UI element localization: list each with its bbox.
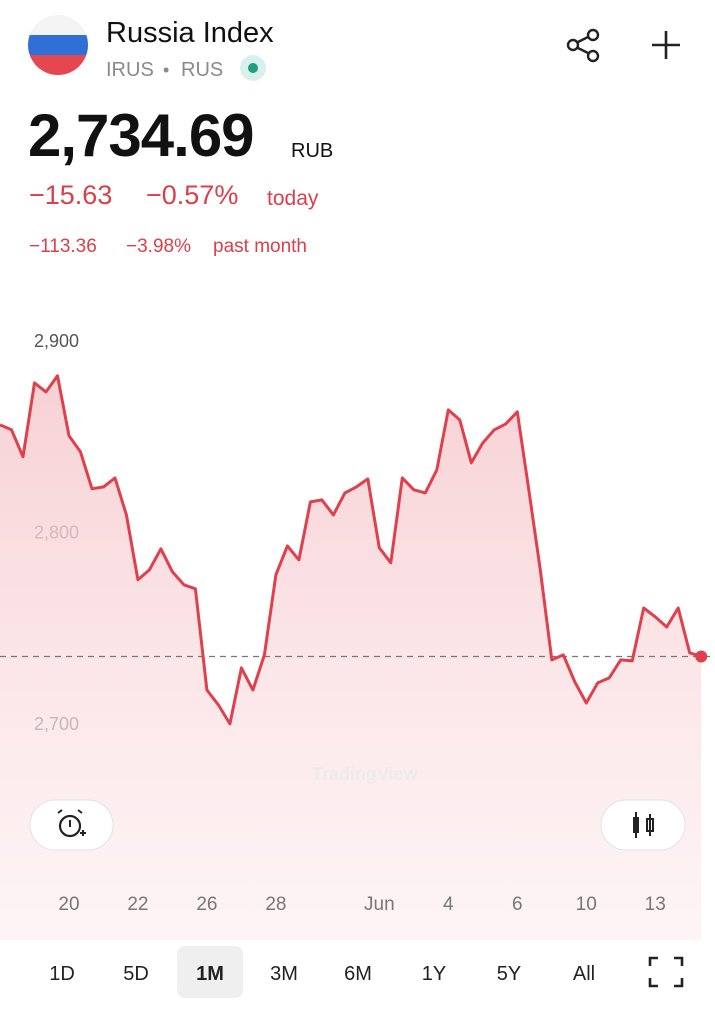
month-change-pct: −3.98% [126, 236, 191, 257]
timeframe-option[interactable]: 3M [270, 963, 298, 985]
timeframe-option[interactable]: 6M [344, 963, 372, 985]
y-tick-bg [28, 324, 86, 355]
add-button[interactable] [652, 31, 680, 59]
watermark: TradingView [312, 764, 419, 784]
x-tick-label: 28 [265, 894, 286, 915]
x-tick-label: 10 [576, 894, 597, 915]
price: 2,734.69 [28, 102, 254, 169]
x-tick-label: 20 [58, 894, 79, 915]
month-change-period: past month [213, 236, 307, 257]
area [0, 375, 702, 940]
timeframe-option[interactable]: 5Y [497, 963, 521, 985]
x-tick-label: 22 [127, 894, 148, 915]
month-change-abs: −113.36 [29, 236, 97, 257]
timeframe-option[interactable]: All [573, 963, 595, 985]
separator: • [163, 60, 169, 80]
x-tick-label: 6 [512, 894, 523, 915]
symbol: IRUS [106, 59, 154, 81]
timeframe-option[interactable]: 5D [123, 963, 149, 985]
timeframe-option[interactable]: 1Y [422, 963, 446, 985]
market-status-dot [248, 63, 258, 73]
timeframe-option[interactable]: 1D [49, 963, 75, 985]
change-period: today [267, 187, 319, 210]
last-price-dot [695, 650, 708, 663]
flag [28, 15, 88, 75]
fullscreen-button[interactable] [648, 956, 684, 988]
timeframe-option[interactable]: 1M [196, 963, 224, 985]
x-tick-label: 13 [645, 894, 666, 915]
alert-button[interactable] [29, 799, 114, 851]
price-line [0, 374, 702, 726]
x-tick-label: Jun [364, 894, 395, 915]
timeframe-selected-bg [177, 946, 243, 998]
chart-style-button[interactable] [600, 799, 686, 851]
title: Russia Index [106, 17, 274, 49]
x-tick-label: 4 [443, 894, 454, 915]
timeframes: 1D 5D 1M 3M 6M 1Y 5Y All [49, 963, 595, 985]
change-pct: −0.57% [146, 180, 238, 210]
change-abs: −15.63 [29, 180, 112, 210]
y-tick-label: 2,900 [34, 331, 79, 351]
x-tick-label: 26 [196, 894, 217, 915]
exchange: RUS [181, 59, 223, 81]
currency: RUB [291, 140, 333, 162]
share-button[interactable] [566, 28, 600, 63]
